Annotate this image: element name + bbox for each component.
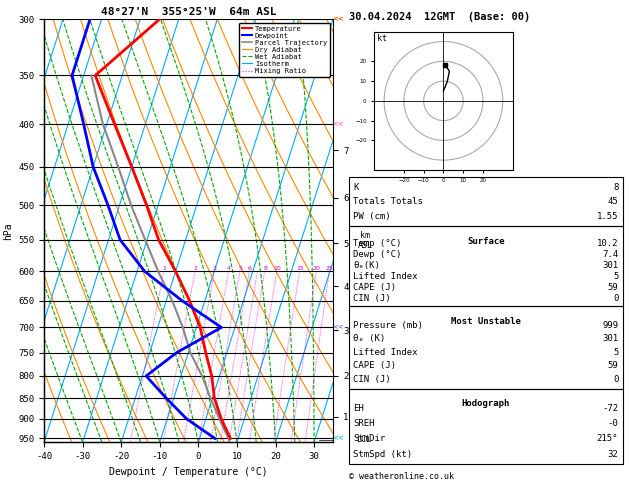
Text: 10.2: 10.2 [597, 239, 618, 248]
Text: <<: << [332, 325, 343, 330]
Y-axis label: hPa: hPa [3, 222, 13, 240]
Text: θₑ(K): θₑ(K) [353, 261, 381, 270]
Text: 10: 10 [274, 266, 281, 271]
Text: CIN (J): CIN (J) [353, 294, 391, 303]
Text: -0: -0 [608, 419, 618, 428]
Text: 301: 301 [602, 334, 618, 343]
Text: LCL: LCL [357, 435, 372, 444]
Text: 215°: 215° [597, 434, 618, 443]
Text: 5: 5 [613, 348, 618, 357]
Text: PW (cm): PW (cm) [353, 212, 391, 221]
Text: kt: kt [377, 35, 387, 43]
Text: CAPE (J): CAPE (J) [353, 283, 396, 292]
Text: Lifted Index: Lifted Index [353, 272, 418, 281]
Text: <<: << [332, 435, 343, 441]
Text: 6: 6 [248, 266, 252, 271]
X-axis label: Dewpoint / Temperature (°C): Dewpoint / Temperature (°C) [109, 467, 268, 477]
Text: Pressure (mb): Pressure (mb) [353, 321, 423, 330]
Text: 4: 4 [227, 266, 231, 271]
Text: Hodograph: Hodograph [462, 399, 510, 409]
Text: SREH: SREH [353, 419, 375, 428]
Text: Lifted Index: Lifted Index [353, 348, 418, 357]
Text: 45: 45 [608, 197, 618, 206]
Text: Most Unstable: Most Unstable [451, 317, 521, 326]
Y-axis label: km
ASL: km ASL [358, 231, 372, 250]
Text: Dewp (°C): Dewp (°C) [353, 250, 402, 259]
Text: © weatheronline.co.uk: © weatheronline.co.uk [349, 472, 454, 481]
Text: <<: << [332, 121, 343, 127]
Text: EH: EH [353, 404, 364, 413]
Text: 15: 15 [296, 266, 304, 271]
Text: StmSpd (kt): StmSpd (kt) [353, 450, 413, 459]
Text: 7.4: 7.4 [602, 250, 618, 259]
Text: Surface: Surface [467, 237, 504, 246]
Text: 20: 20 [313, 266, 321, 271]
Text: θₑ (K): θₑ (K) [353, 334, 386, 343]
Text: 59: 59 [608, 283, 618, 292]
Text: 301: 301 [602, 261, 618, 270]
Text: 8: 8 [263, 266, 267, 271]
Text: 0: 0 [613, 375, 618, 384]
Text: CAPE (J): CAPE (J) [353, 362, 396, 370]
Text: 5: 5 [613, 272, 618, 281]
Text: 59: 59 [608, 362, 618, 370]
Title: 48°27'N  355°25'W  64m ASL: 48°27'N 355°25'W 64m ASL [101, 7, 277, 17]
Text: Temp (°C): Temp (°C) [353, 239, 402, 248]
Text: K: K [353, 183, 359, 191]
Text: 25: 25 [326, 266, 334, 271]
Text: 1: 1 [162, 266, 166, 271]
Text: 999: 999 [602, 321, 618, 330]
Text: -72: -72 [602, 404, 618, 413]
Text: <<: << [332, 17, 343, 22]
Text: CIN (J): CIN (J) [353, 375, 391, 384]
Text: StmDir: StmDir [353, 434, 386, 443]
Text: 0: 0 [613, 294, 618, 303]
Text: Totals Totals: Totals Totals [353, 197, 423, 206]
Text: 32: 32 [608, 450, 618, 459]
Legend: Temperature, Dewpoint, Parcel Trajectory, Dry Adiabat, Wet Adiabat, Isotherm, Mi: Temperature, Dewpoint, Parcel Trajectory… [239, 23, 330, 77]
Text: 5: 5 [238, 266, 242, 271]
Text: 30.04.2024  12GMT  (Base: 00): 30.04.2024 12GMT (Base: 00) [349, 12, 530, 22]
Text: 3: 3 [213, 266, 217, 271]
Text: 2: 2 [194, 266, 198, 271]
Text: 8: 8 [613, 183, 618, 191]
Text: 1.55: 1.55 [597, 212, 618, 221]
